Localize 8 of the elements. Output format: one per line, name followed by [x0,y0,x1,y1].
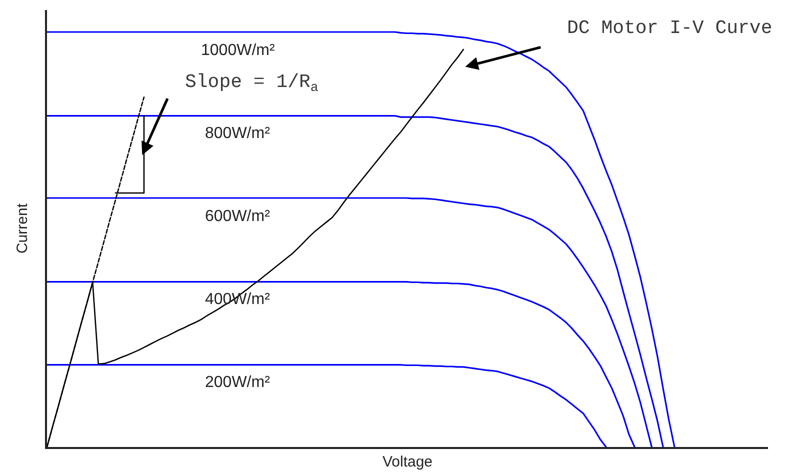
series-label: 1000W/m² [201,42,276,59]
y-axis-title: Current [14,202,31,254]
x-axis-title: Voltage [382,454,433,471]
series-label: 600W/m² [205,208,271,225]
annotation: Slope = 1/R$_{a}$ [185,71,318,95]
annotation: DC Motor I-V Curve [567,17,772,39]
series-label: 200W/m² [205,374,271,391]
series-label: 800W/m² [205,125,271,142]
